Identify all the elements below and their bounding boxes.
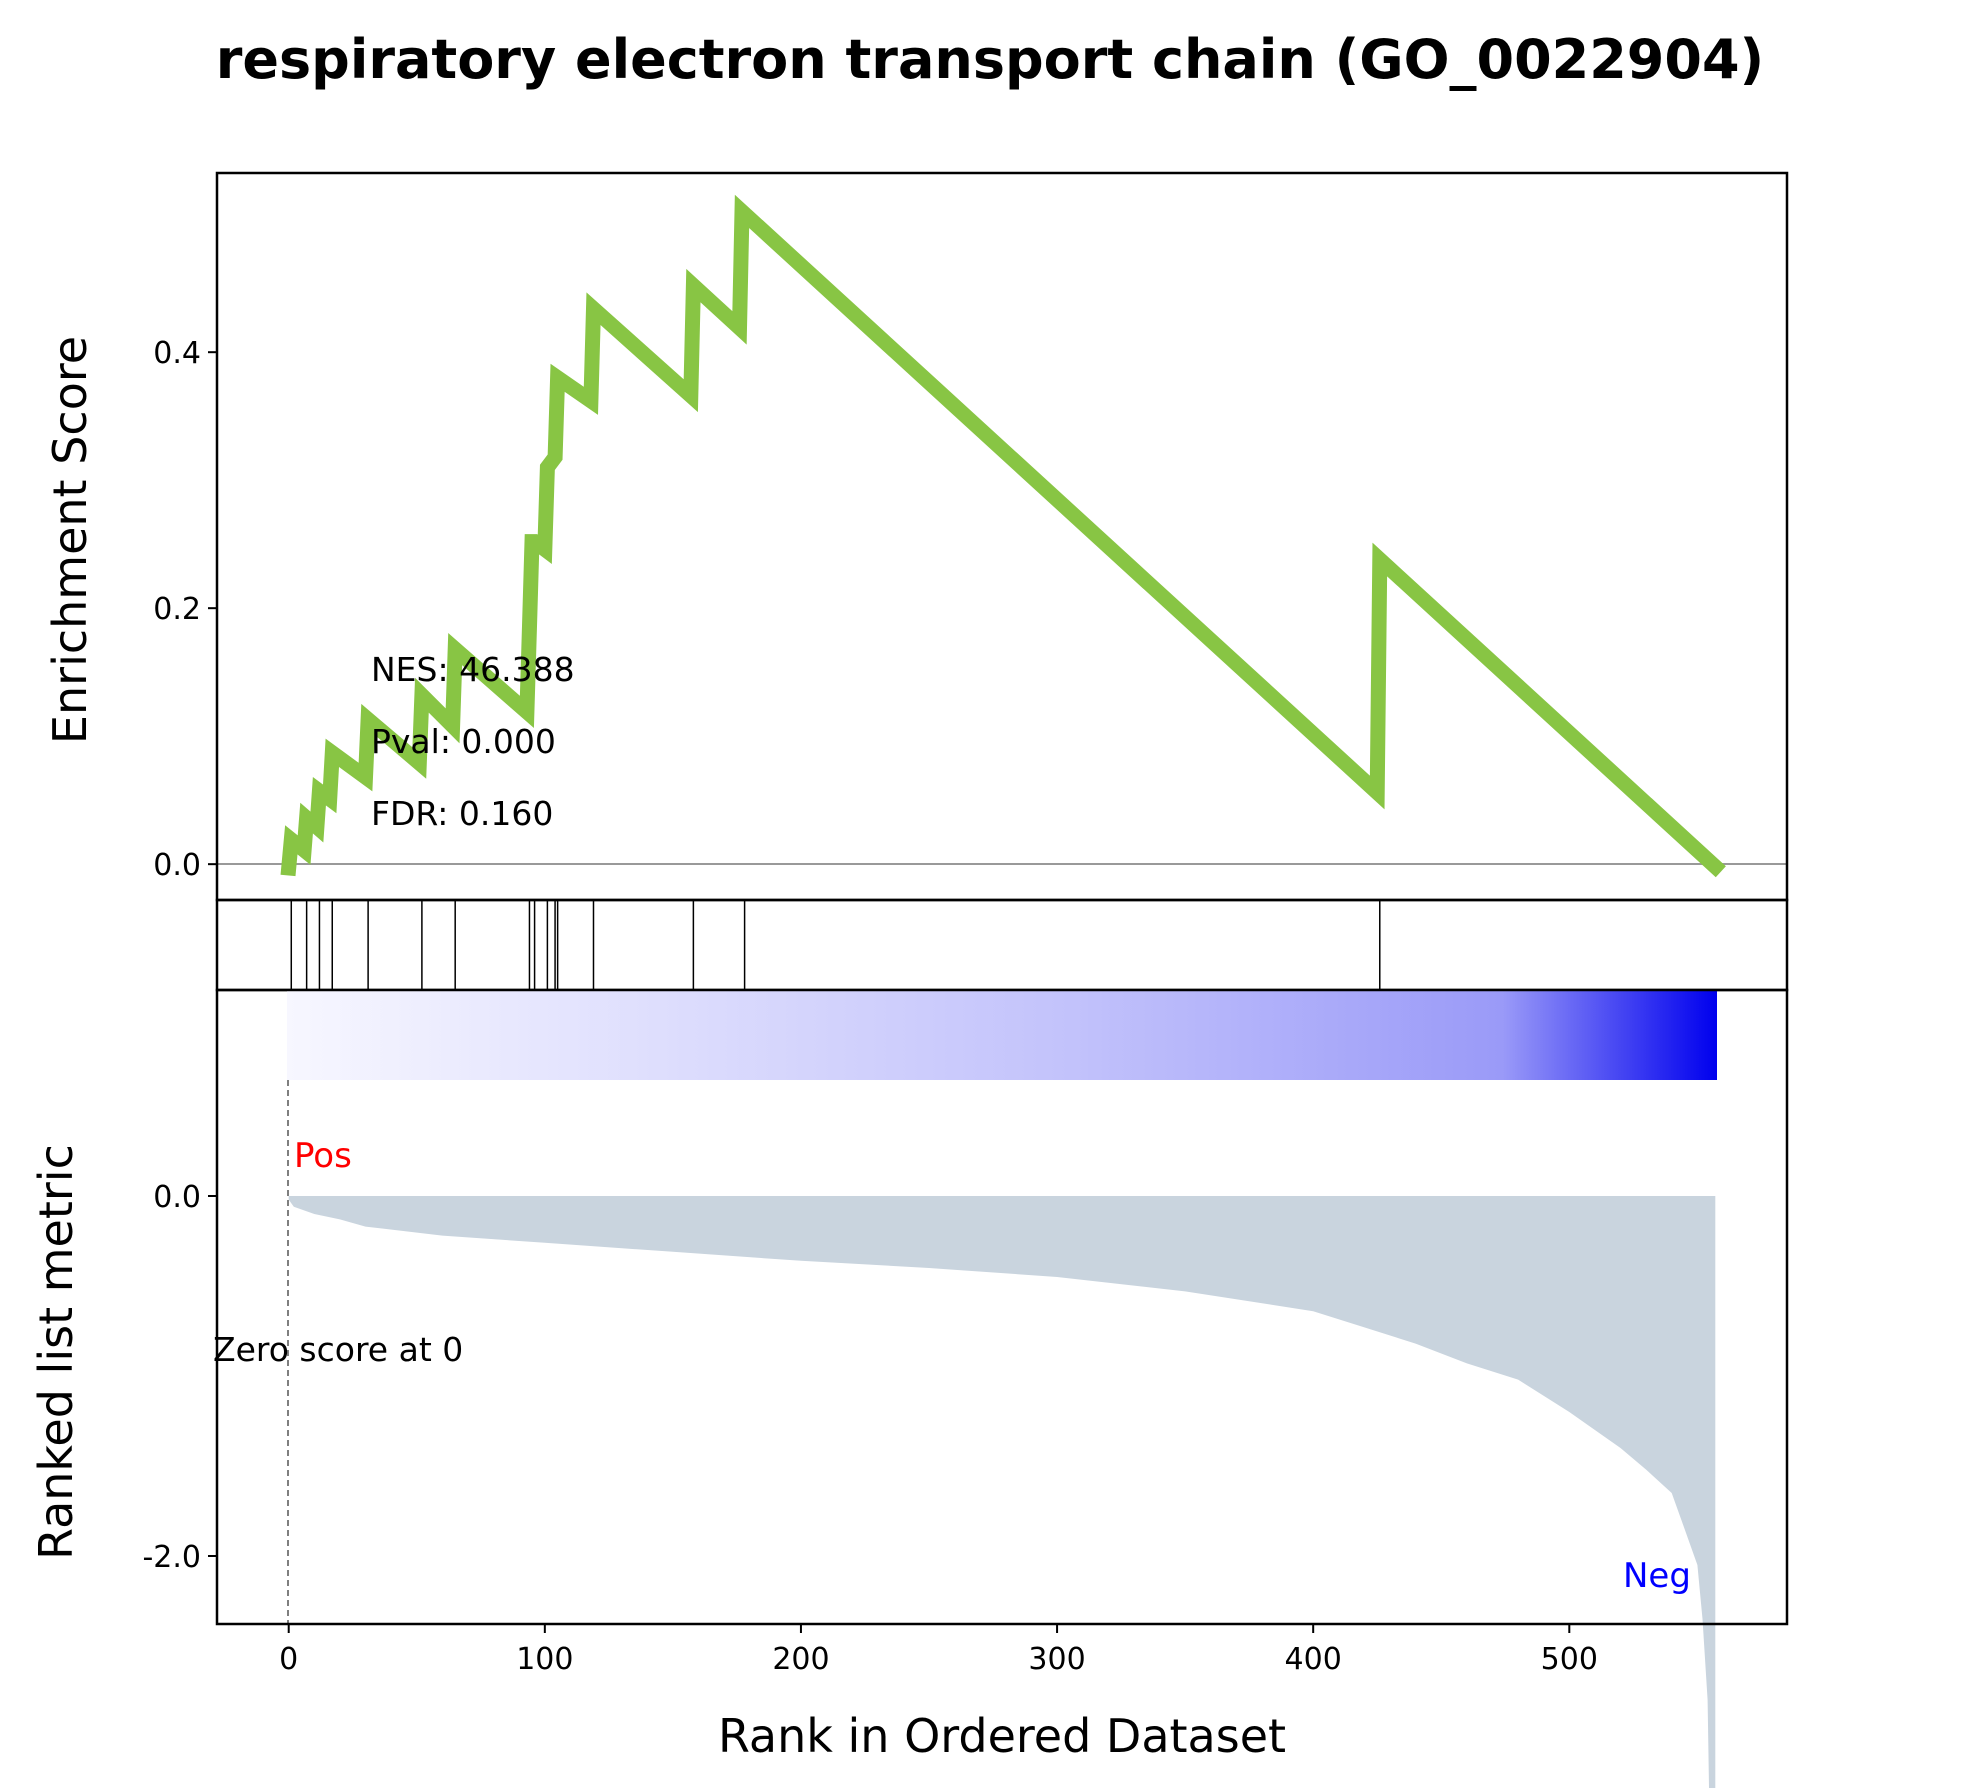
- metric-y-tick-label: 0.0: [153, 1180, 201, 1215]
- es-y-tick-label: 0.2: [153, 592, 201, 627]
- hit-marks: [290, 900, 1381, 990]
- nes-label: NES: 46.388: [371, 650, 575, 689]
- rank-heatmap-bar: [287, 990, 1717, 1080]
- metric-panel: 0.0-2.0-4.0 Pos Neg Zero score at 0 Rank…: [29, 988, 1789, 1788]
- chart-title: respiratory electron transport chain (GO…: [216, 28, 1764, 91]
- metric-y-tick-label: -2.0: [142, 1540, 201, 1575]
- enrichment-panel: 0.0 0.2 0.4 NES: 46.388 Pval: 0.000 FDR: 0…: [43, 171, 1789, 902]
- enrichment-score-line: [280, 194, 1726, 878]
- x-tick-label: 200: [772, 1642, 829, 1677]
- es-y-axis-label: Enrichment Score: [43, 336, 97, 744]
- x-tick-label: 500: [1541, 1642, 1598, 1677]
- ranked-metric-area: [288, 1196, 1716, 1788]
- x-tick-label: 300: [1028, 1642, 1085, 1677]
- metric-y-ticks: 0.0-2.0-4.0: [142, 1180, 217, 1575]
- x-tick-label: 400: [1285, 1642, 1342, 1677]
- hits-panel: [215, 898, 1789, 992]
- es-y-tick-label: 0.4: [153, 336, 201, 371]
- fdr-label: FDR: 0.160: [371, 794, 553, 833]
- es-y-tick-label: 0.0: [153, 848, 201, 883]
- pval-label: Pval: 0.000: [371, 722, 556, 761]
- x-axis-label: Rank in Ordered Dataset: [718, 1709, 1286, 1763]
- zero-score-label: Zero score at 0: [213, 1330, 463, 1369]
- neg-label: Neg: [1623, 1556, 1691, 1596]
- x-tick-label: 0: [279, 1642, 298, 1677]
- es-y-ticks: 0.0 0.2 0.4: [153, 336, 217, 883]
- pos-label: Pos: [294, 1136, 352, 1176]
- metric-panel-frame: [215, 988, 1789, 1626]
- metric-y-axis-label: Ranked list metric: [29, 1144, 83, 1560]
- x-ticks: 0 100 200 300 400 500: [279, 1624, 1598, 1677]
- hits-panel-frame: [215, 898, 1789, 992]
- es-panel-frame: [215, 171, 1789, 902]
- x-tick-label: 100: [516, 1642, 573, 1677]
